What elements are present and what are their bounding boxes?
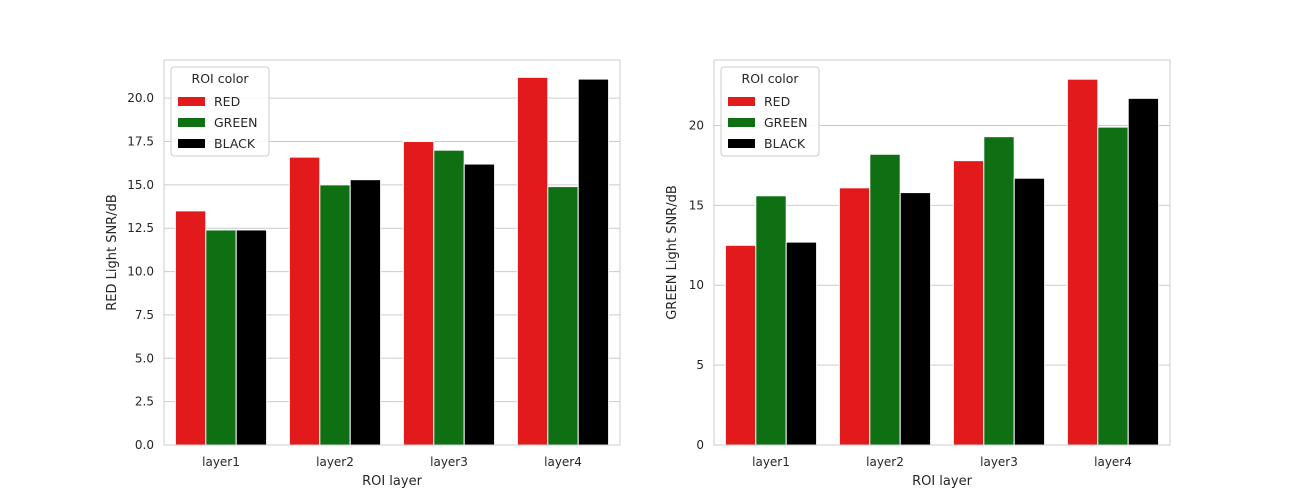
y-tick-label: 10 <box>689 278 704 292</box>
x-tick-label: layer2 <box>316 455 354 469</box>
bar-red-layer3 <box>402 141 435 446</box>
y-tick-label: 17.5 <box>127 135 154 149</box>
legend-box <box>170 66 270 157</box>
y-axis-label: GREEN Light SNR/dB <box>665 185 680 320</box>
bar-red-layer2 <box>288 156 321 446</box>
legend-label-red: RED <box>214 94 240 109</box>
bar-red-layer2 <box>838 187 871 446</box>
x-tick-label: layer2 <box>866 455 904 469</box>
legend-label-black: BLACK <box>214 136 256 151</box>
x-tick-label: layer3 <box>430 455 468 469</box>
legend-swatch-green <box>728 118 755 127</box>
y-tick-label: 20 <box>689 118 704 132</box>
bar-red-layer4 <box>1066 78 1099 446</box>
legend-label-green: GREEN <box>764 115 808 130</box>
bars <box>174 76 610 446</box>
legend-box <box>720 66 820 157</box>
bar-black-layer1 <box>785 241 818 446</box>
x-axis-label: ROI layer <box>912 474 973 489</box>
y-tick-label: 5 <box>696 358 704 372</box>
y-tick-label: 5.0 <box>135 351 154 365</box>
bar-red-layer1 <box>174 210 207 446</box>
bars <box>724 78 1160 446</box>
x-tick-label: layer4 <box>544 455 582 469</box>
bar-red-layer4 <box>516 76 549 446</box>
bar-green-layer4 <box>547 186 579 446</box>
chart-panel-1: 0.0 2.5 5.0 7.5 10.0 12.5 15.0 17.5 20.0 layer1 la… <box>105 59 621 489</box>
y-tick-label: 20.0 <box>127 91 154 105</box>
y-tick-label: 10.0 <box>127 265 154 279</box>
bar-green-layer1 <box>205 229 237 446</box>
legend-label-red: RED <box>764 94 790 109</box>
legend-title: ROI color <box>192 71 250 86</box>
bar-green-layer3 <box>433 149 465 446</box>
bar-black-layer4 <box>1127 97 1160 446</box>
bar-red-layer3 <box>952 160 985 446</box>
bar-black-layer3 <box>1013 177 1046 446</box>
x-tick-label: layer3 <box>980 455 1018 469</box>
legend-swatch-black <box>728 139 755 148</box>
plot-frame <box>713 59 1171 446</box>
bar-green-layer2 <box>319 184 351 446</box>
y-tick-label: 0.0 <box>135 438 154 452</box>
bar-green-layer4 <box>1097 126 1129 446</box>
legend-swatch-red <box>178 97 205 106</box>
bar-black-layer2 <box>899 192 932 446</box>
y-tick-label: 15.0 <box>127 178 154 192</box>
y-tick-label: 15 <box>689 198 704 212</box>
bar-black-layer3 <box>463 163 496 446</box>
bar-red-layer1 <box>724 244 757 446</box>
bar-black-layer2 <box>349 179 382 446</box>
legend: ROI color RED GREEN BLACK <box>170 66 270 157</box>
bar-green-layer1 <box>755 195 787 446</box>
bar-black-layer1 <box>235 229 268 446</box>
y-tick-label: 2.5 <box>135 395 154 409</box>
legend-swatch-red <box>728 97 755 106</box>
x-tick-label: layer1 <box>202 455 240 469</box>
plot-frame <box>163 59 621 446</box>
bar-black-layer4 <box>577 78 610 446</box>
x-tick-label: layer4 <box>1094 455 1132 469</box>
y-tick-label: 7.5 <box>135 308 154 322</box>
legend-label-black: BLACK <box>764 136 806 151</box>
y-tick-label: 12.5 <box>127 221 154 235</box>
bar-green-layer2 <box>869 153 901 446</box>
x-axis-label: ROI layer <box>362 474 423 489</box>
y-axis-label: RED Light SNR/dB <box>105 194 120 311</box>
x-tick-label: layer1 <box>752 455 790 469</box>
bar-green-layer3 <box>983 136 1015 446</box>
legend-swatch-black <box>178 139 205 148</box>
legend-label-green: GREEN <box>214 115 258 130</box>
chart-panel-2: 0 5 10 15 20 layer1 layer2 layer3 layer4 ROI laye… <box>665 59 1171 489</box>
y-tick-label: 0 <box>696 438 704 452</box>
legend-swatch-green <box>178 118 205 127</box>
legend-title: ROI color <box>742 71 800 86</box>
legend: ROI color RED GREEN BLACK <box>720 66 820 157</box>
